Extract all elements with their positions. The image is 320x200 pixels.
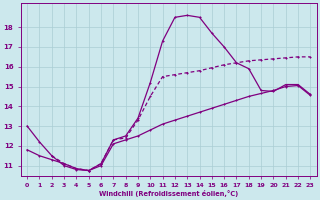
- X-axis label: Windchill (Refroidissement éolien,°C): Windchill (Refroidissement éolien,°C): [99, 190, 238, 197]
